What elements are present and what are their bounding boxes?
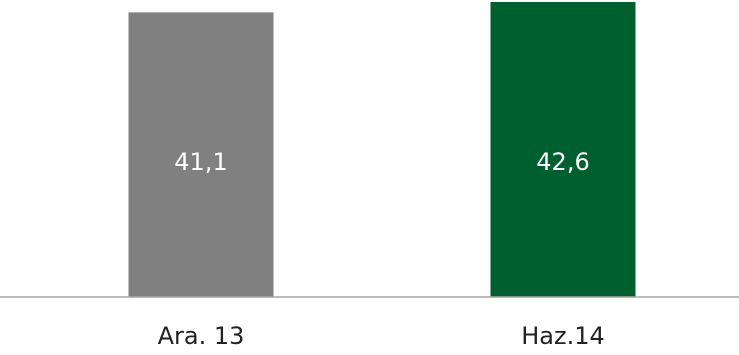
x-tick-label-2: Haz.14 [521,322,605,350]
x-tick-label-1: Ara. 13 [158,322,245,350]
labels-group: 41,1 Ara. 13 42,6 Haz.14 [158,148,605,350]
bar-2 [490,2,636,297]
bar-value-label-1: 41,1 [174,148,227,176]
bar-1 [128,12,274,297]
bar-value-label-2: 42,6 [536,148,589,176]
bars-group [128,2,636,297]
